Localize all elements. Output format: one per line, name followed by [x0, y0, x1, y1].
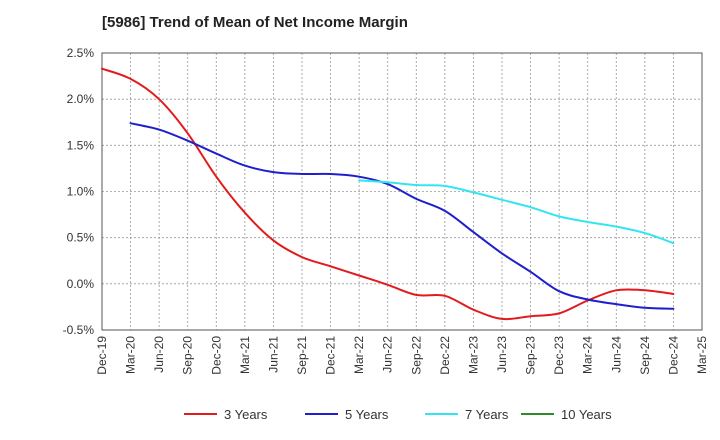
x-tick-label: Sep-22	[409, 336, 423, 375]
x-tick-label: Jun-23	[495, 336, 509, 373]
x-tick-label: Mar-23	[466, 336, 480, 374]
x-tick-label: Sep-20	[181, 336, 195, 375]
y-tick-label: -0.5%	[63, 323, 95, 337]
y-axis: 2.5% 2.0% 1.5% 1.0% 0.5% 0.0% -0.5%	[63, 46, 95, 337]
y-tick-label: 2.0%	[67, 92, 95, 106]
x-tick-label: Mar-25	[695, 336, 709, 374]
x-tick-label: Dec-22	[438, 336, 452, 375]
y-tick-label: 0.5%	[67, 231, 95, 245]
y-tick-label: 0.0%	[67, 277, 95, 291]
x-tick-label: Mar-22	[352, 336, 366, 374]
x-tick-label: Dec-19	[95, 336, 109, 375]
legend-label: 5 Years	[345, 407, 389, 422]
x-tick-label: Jun-20	[152, 336, 166, 373]
legend-label: 3 Years	[224, 407, 268, 422]
x-tick-label: Dec-21	[324, 336, 338, 375]
y-tick-label: 1.5%	[67, 138, 95, 152]
legend-label: 10 Years	[561, 407, 612, 422]
x-tick-label: Dec-23	[552, 336, 566, 375]
series-line-5-years	[129, 122, 675, 310]
x-tick-label: Jun-22	[381, 336, 395, 373]
x-tick-label: Mar-24	[581, 336, 595, 374]
x-tick-label: Dec-24	[666, 336, 680, 375]
legend-item-3-years: 3 Years	[184, 407, 268, 422]
legend: 3 Years 5 Years 7 Years 10 Years	[184, 407, 612, 422]
legend-label: 7 Years	[465, 407, 509, 422]
x-tick-label: Sep-21	[295, 336, 309, 375]
series-line-3-years	[101, 67, 675, 321]
legend-item-5-years: 5 Years	[305, 407, 389, 422]
series-lines	[101, 67, 675, 321]
legend-item-10-years: 10 Years	[521, 407, 612, 422]
x-tick-label: Mar-20	[124, 336, 138, 374]
x-tick-label: Mar-21	[238, 336, 252, 374]
series-line-7-years	[358, 179, 675, 245]
x-tick-label: Jun-21	[266, 336, 280, 373]
x-tick-label: Sep-24	[638, 336, 652, 375]
plot-frame	[101, 52, 703, 331]
chart-title: [5986] Trend of Mean of Net Income Margi…	[102, 14, 408, 31]
y-tick-label: 1.0%	[67, 185, 95, 199]
x-tick-label: Sep-23	[524, 336, 538, 375]
x-axis: Dec-19 Mar-20 Jun-20 Sep-20 Dec-20 Mar-21 Jun-…	[95, 336, 709, 375]
x-tick-label: Jun-24	[609, 336, 623, 373]
x-tick-label: Dec-20	[209, 336, 223, 375]
legend-item-7-years: 7 Years	[425, 407, 509, 422]
y-tick-label: 2.5%	[67, 46, 95, 60]
